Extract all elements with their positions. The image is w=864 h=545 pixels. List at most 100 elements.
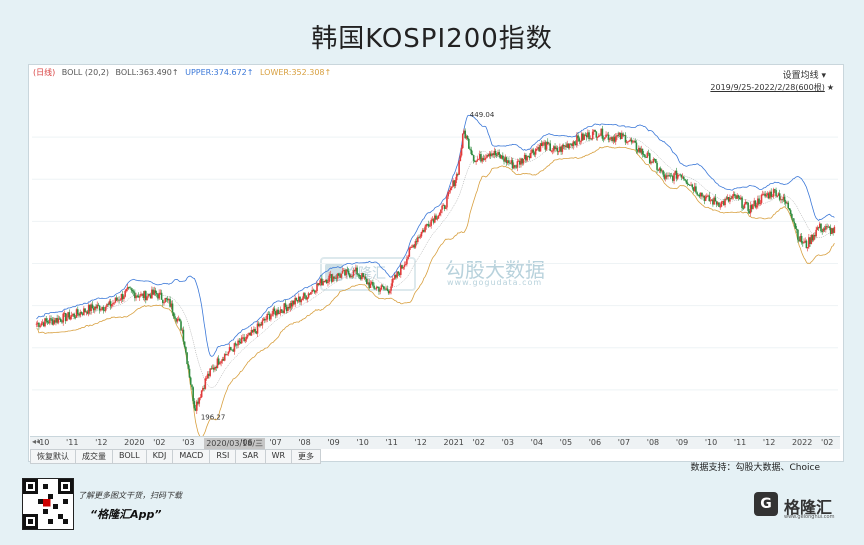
candle-body bbox=[646, 152, 649, 158]
candle-body bbox=[203, 388, 205, 389]
candle-body bbox=[228, 347, 231, 352]
candle-body bbox=[618, 132, 621, 136]
candle-body bbox=[205, 378, 208, 380]
candle-body bbox=[56, 318, 58, 323]
candle-body bbox=[101, 307, 103, 310]
tab-sar[interactable]: SAR bbox=[235, 449, 266, 464]
candle-body bbox=[578, 138, 581, 142]
tab-kdj[interactable]: KDJ bbox=[145, 449, 174, 464]
candle-body bbox=[336, 273, 339, 279]
candle-body bbox=[357, 274, 360, 276]
candle-body bbox=[514, 165, 516, 167]
candle-body bbox=[597, 135, 600, 138]
candle-body bbox=[243, 337, 245, 342]
candle-body bbox=[425, 224, 428, 227]
candle-body bbox=[758, 198, 760, 204]
x-tick-label: '08 bbox=[298, 438, 311, 447]
x-tick-label: 2020/03/18/三 bbox=[204, 438, 266, 449]
candle-body bbox=[544, 142, 547, 150]
candle-body bbox=[67, 312, 69, 318]
candle-body bbox=[551, 150, 554, 152]
candle-body bbox=[503, 158, 505, 162]
candle-body bbox=[631, 141, 634, 143]
candle-body bbox=[136, 295, 139, 297]
tab-boll[interactable]: BOLL bbox=[112, 449, 147, 464]
candle-body bbox=[306, 297, 309, 300]
candle-body bbox=[378, 287, 380, 292]
tab-more[interactable]: 更多 bbox=[291, 449, 322, 464]
candle-body bbox=[208, 373, 210, 376]
candle-body bbox=[392, 278, 395, 280]
candle-body bbox=[600, 128, 602, 136]
candle-body bbox=[322, 281, 324, 286]
candle-body bbox=[713, 197, 715, 205]
candle-body bbox=[723, 201, 725, 206]
x-tick-label: '02 bbox=[821, 438, 834, 447]
candle-body bbox=[47, 322, 50, 324]
candle-body bbox=[291, 300, 294, 307]
date-range-selector[interactable]: 2019/9/25-2022/2/28(600根) ★ bbox=[710, 82, 834, 93]
candle-body bbox=[236, 344, 238, 346]
candle-body bbox=[231, 349, 233, 351]
candle-body bbox=[801, 242, 804, 244]
candle-body bbox=[417, 237, 419, 243]
candle-body bbox=[270, 315, 272, 320]
candle-body bbox=[458, 161, 460, 175]
candle-body bbox=[563, 145, 566, 147]
candle-body bbox=[131, 289, 134, 292]
candle-body bbox=[259, 324, 261, 327]
x-tick-label: '10 bbox=[356, 438, 369, 447]
candle-body bbox=[50, 318, 52, 320]
candle-body bbox=[546, 141, 549, 145]
candle-body bbox=[402, 267, 405, 269]
candle-body bbox=[559, 146, 561, 152]
candle-body bbox=[798, 239, 800, 242]
candle-body bbox=[763, 193, 765, 195]
candle-body bbox=[219, 363, 221, 365]
candle-body bbox=[274, 311, 277, 316]
candle-body bbox=[339, 275, 341, 278]
candle-body bbox=[483, 158, 486, 160]
tab-restore-default[interactable]: 恢复默认 bbox=[30, 449, 76, 464]
candle-body bbox=[703, 195, 706, 201]
scroll-left-icon[interactable]: ◂◂ bbox=[32, 437, 41, 446]
candle-body bbox=[786, 202, 788, 204]
candle-body bbox=[767, 193, 770, 199]
candle-body bbox=[204, 378, 207, 389]
candle-body bbox=[662, 170, 664, 175]
candle-body bbox=[302, 293, 305, 299]
candle-body bbox=[817, 227, 820, 229]
candle-body bbox=[561, 145, 564, 152]
candle-body bbox=[748, 210, 751, 214]
candle-body bbox=[648, 153, 651, 164]
candle-body bbox=[823, 228, 826, 230]
candle-body bbox=[712, 199, 714, 205]
candle-body bbox=[815, 229, 817, 237]
candle-body bbox=[217, 358, 220, 365]
candle-body bbox=[566, 143, 568, 148]
candle-body bbox=[157, 294, 159, 299]
candle-body bbox=[721, 201, 724, 202]
candle-body bbox=[149, 295, 152, 299]
pin-icon[interactable]: ★ bbox=[826, 83, 834, 92]
candle-body bbox=[714, 197, 717, 202]
candle-body bbox=[461, 133, 464, 149]
tab-volume[interactable]: 成交量 bbox=[75, 449, 113, 464]
tab-wr[interactable]: WR bbox=[264, 449, 293, 464]
candle-body bbox=[436, 218, 439, 220]
candle-body bbox=[108, 301, 111, 305]
candle-body bbox=[407, 256, 409, 259]
candle-body bbox=[329, 274, 332, 276]
candle-body bbox=[358, 274, 361, 277]
candle-body bbox=[352, 270, 355, 277]
candle-body bbox=[465, 136, 468, 139]
candle-body bbox=[317, 283, 320, 286]
candle-body bbox=[776, 195, 779, 197]
candle-body bbox=[557, 151, 560, 153]
tab-macd[interactable]: MACD bbox=[172, 449, 211, 464]
candle-body bbox=[138, 296, 141, 298]
tab-rsi[interactable]: RSI bbox=[209, 449, 237, 464]
candle-body bbox=[370, 282, 373, 284]
candle-body bbox=[629, 139, 632, 141]
ma-setting-button[interactable]: 设置均线 ▾ bbox=[782, 71, 826, 81]
